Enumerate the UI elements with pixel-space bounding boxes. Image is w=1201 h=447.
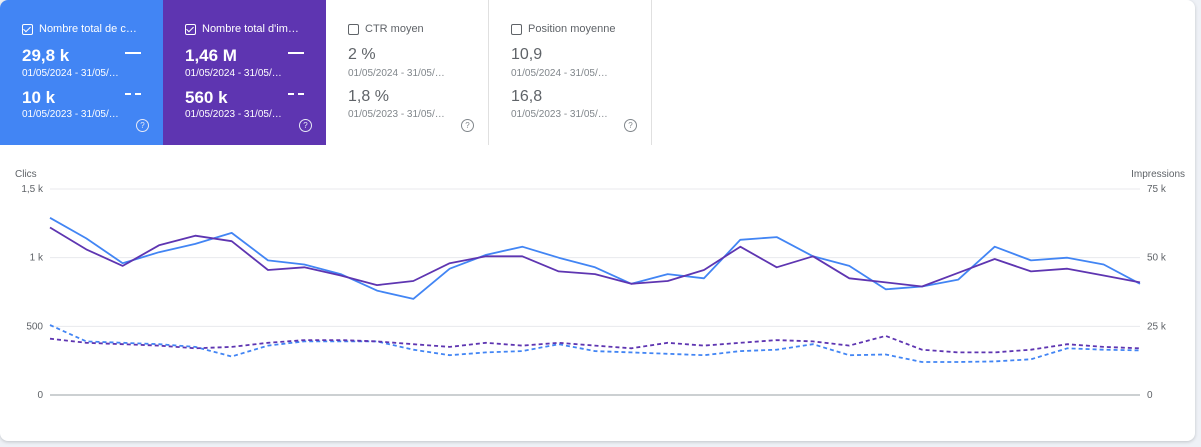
metric-value-previous: 16,8 <box>511 88 543 105</box>
checkbox-unchecked-icon[interactable] <box>511 23 522 35</box>
checkbox-unchecked-icon[interactable] <box>348 23 359 35</box>
metric-tile-clicks[interactable]: Nombre total de c… 29,8 k 01/05/2024 - 3… <box>0 0 163 145</box>
grid <box>50 188 1140 396</box>
metric-value-current: 1,46 M <box>185 46 237 65</box>
metric-label: Position moyenne <box>528 23 616 35</box>
solid-line-legend-icon <box>288 52 304 54</box>
series-line-current <box>49 217 1141 300</box>
dashed-line-legend-icon <box>125 93 141 95</box>
metric-date-previous: 01/05/2023 - 31/05/… <box>185 109 282 120</box>
series-line-previous <box>49 334 1141 354</box>
y-left-tick-label: 1,5 k <box>21 184 44 195</box>
metric-header: CTR moyen <box>348 23 473 35</box>
y-axis-right-title: Impressions <box>1131 169 1185 180</box>
solid-line-legend-icon <box>125 52 141 54</box>
help-icon[interactable]: ? <box>461 119 474 132</box>
series-line-current <box>49 226 1141 288</box>
metric-header: Nombre total de c… <box>22 23 147 35</box>
metric-date-current: 01/05/2024 - 31/05/… <box>511 68 608 79</box>
metric-tile-ctr[interactable]: CTR moyen 2 % 01/05/2024 - 31/05/… 1,8 %… <box>326 0 489 145</box>
y-left-tick-label: 0 <box>37 390 43 401</box>
dashed-line-legend-icon <box>288 93 304 95</box>
metric-date-current: 01/05/2024 - 31/05/… <box>348 68 445 79</box>
metric-tiles: Nombre total de c… 29,8 k 01/05/2024 - 3… <box>0 0 655 145</box>
metric-date-previous: 01/05/2023 - 31/05/… <box>22 109 119 120</box>
metric-header: Position moyenne <box>511 23 636 35</box>
metric-header: Nombre total d'im… <box>185 23 310 35</box>
metric-date-previous: 01/05/2023 - 31/05/… <box>348 109 445 120</box>
metric-date-current: 01/05/2024 - 31/05/… <box>22 68 119 79</box>
y-left-tick-label: 500 <box>26 321 43 332</box>
metric-label: CTR moyen <box>365 23 424 35</box>
help-icon[interactable]: ? <box>299 119 312 132</box>
y-right-tick-label: 50 k <box>1147 253 1167 264</box>
metric-value-current: 29,8 k <box>22 46 70 65</box>
metric-value-previous: 560 k <box>185 88 228 107</box>
series-line-previous <box>49 324 1141 363</box>
metric-value-previous: 10 k <box>22 88 56 107</box>
help-icon[interactable]: ? <box>136 119 149 132</box>
y-right-tick-label: 25 k <box>1147 321 1167 332</box>
metric-label: Nombre total d'im… <box>202 23 299 35</box>
metric-label: Nombre total de c… <box>39 23 137 35</box>
metric-value-current: 10,9 <box>511 46 543 63</box>
metric-date-previous: 01/05/2023 - 31/05/… <box>511 109 608 120</box>
metric-date-current: 01/05/2024 - 31/05/… <box>185 68 282 79</box>
y-axis-left-title: Clics <box>15 169 37 180</box>
checkbox-checked-icon[interactable] <box>185 23 196 35</box>
help-icon[interactable]: ? <box>624 119 637 132</box>
metric-tile-position[interactable]: Position moyenne 10,9 01/05/2024 - 31/05… <box>489 0 652 145</box>
y-right-tick-label: 0 <box>1147 390 1153 401</box>
y-right-tick-label: 75 k <box>1147 184 1167 195</box>
metric-tile-impressions[interactable]: Nombre total d'im… 1,46 M 01/05/2024 - 3… <box>163 0 326 145</box>
y-left-tick-label: 1 k <box>30 253 44 264</box>
performance-chart: Clics Impressions 0 500 1 k 1,5 k 0 25 k 50 k 7… <box>15 169 1185 401</box>
series-lines <box>49 217 1141 363</box>
metric-value-previous: 1,8 % <box>348 88 389 105</box>
checkbox-checked-icon[interactable] <box>22 23 33 35</box>
metric-value-current: 2 % <box>348 46 376 63</box>
